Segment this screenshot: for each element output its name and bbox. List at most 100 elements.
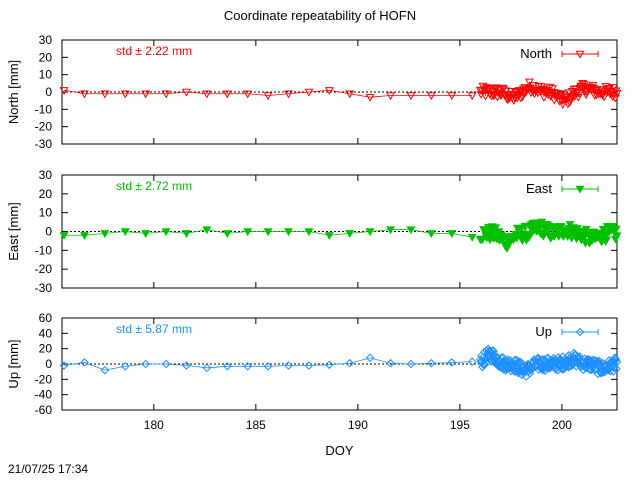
- y-tick-label: -20: [35, 372, 53, 386]
- data-point-up: [611, 355, 621, 365]
- y-tick-label: 10: [39, 68, 53, 82]
- data-point-north: [120, 90, 130, 99]
- data-point-north: [79, 90, 89, 99]
- y-tick-label: -30: [35, 281, 53, 295]
- data-point-north: [545, 83, 555, 92]
- data-point-north: [529, 81, 539, 90]
- data-point-north: [202, 90, 212, 99]
- data-point-up: [120, 361, 130, 371]
- data-point-north: [480, 92, 490, 101]
- data-point-east: [120, 228, 130, 237]
- data-point-up: [594, 356, 604, 366]
- data-point-east: [501, 233, 511, 242]
- data-point-up: [581, 363, 591, 373]
- data-point-up: [505, 363, 515, 373]
- data-point-north: [263, 92, 273, 101]
- timestamp: 21/07/25 17:34: [8, 462, 89, 476]
- y-tick-label: -40: [35, 388, 53, 402]
- data-point-north: [589, 85, 599, 93]
- y-tick-label: -20: [35, 262, 53, 276]
- data-point-north: [492, 84, 502, 93]
- data-point-east: [386, 226, 395, 235]
- data-point-north: [539, 94, 549, 102]
- data-point-east: [602, 236, 611, 245]
- data-point-north: [517, 93, 527, 102]
- y-tick-label: -30: [35, 137, 53, 151]
- y-tick-label: 0: [45, 357, 52, 371]
- data-point-up: [100, 365, 110, 375]
- data-point-east: [447, 230, 457, 238]
- data-point-up: [284, 361, 293, 370]
- data-point-up: [567, 357, 576, 366]
- data-point-east: [243, 228, 253, 237]
- data-point-north: [406, 92, 416, 101]
- y-axis-label-east: East [mm]: [6, 202, 21, 261]
- legend-marker-up: [575, 327, 585, 337]
- data-point-north: [607, 89, 617, 97]
- data-point-east: [141, 230, 151, 238]
- x-tick-label: 195: [450, 418, 470, 432]
- y-tick-label: -60: [35, 403, 53, 417]
- data-point-north: [578, 80, 588, 88]
- data-point-north: [447, 92, 457, 101]
- data-point-north: [100, 90, 110, 99]
- data-point-east: [324, 232, 334, 240]
- y-tick-label: -10: [35, 102, 53, 116]
- data-point-north: [499, 85, 508, 94]
- legend-label-up: Up: [535, 324, 552, 339]
- data-point-north: [467, 92, 477, 101]
- data-point-east: [611, 225, 621, 234]
- y-tick-label: 30: [39, 168, 53, 182]
- data-point-up: [202, 363, 212, 373]
- data-point-up: [406, 359, 416, 369]
- data-point-north: [489, 92, 499, 101]
- data-point-up: [489, 346, 498, 356]
- data-point-north: [563, 100, 573, 109]
- data-point-north: [141, 90, 151, 99]
- data-point-up: [222, 361, 232, 371]
- legend-label-north: North: [520, 46, 552, 61]
- data-point-north: [284, 90, 293, 99]
- data-point-east: [202, 226, 212, 235]
- x-tick-label: 190: [348, 418, 368, 432]
- data-point-up: [304, 361, 314, 370]
- series-line-up: [63, 357, 473, 371]
- data-point-east: [525, 231, 535, 240]
- data-point-up: [546, 356, 556, 366]
- data-point-up: [608, 367, 618, 376]
- y-tick-label: 20: [39, 50, 53, 64]
- y-tick-label: 40: [39, 326, 53, 340]
- y-tick-label: 60: [39, 311, 53, 325]
- y-tick-label: 0: [45, 225, 52, 239]
- y-tick-label: -10: [35, 243, 53, 257]
- data-point-up: [515, 357, 524, 367]
- data-point-north: [161, 90, 171, 99]
- data-point-north: [610, 94, 620, 103]
- data-point-up: [263, 361, 273, 371]
- data-point-north: [324, 87, 334, 95]
- data-point-east: [263, 228, 273, 237]
- data-point-up: [554, 359, 564, 368]
- y-tick-label: 10: [39, 206, 53, 220]
- data-point-east: [491, 224, 501, 233]
- data-point-north: [548, 85, 557, 93]
- data-point-east: [426, 230, 436, 238]
- data-point-east: [284, 228, 293, 237]
- y-axis-label-north: North [mm]: [6, 60, 21, 124]
- data-point-east: [406, 226, 416, 235]
- data-point-north: [494, 86, 504, 95]
- data-point-north: [345, 90, 355, 99]
- data-point-east: [467, 233, 477, 242]
- data-point-up: [604, 365, 613, 375]
- y-tick-label: 20: [39, 187, 53, 201]
- data-point-north: [526, 89, 536, 98]
- y-tick-label: 30: [39, 33, 53, 47]
- y-tick-label: 0: [45, 85, 52, 99]
- data-point-north: [516, 94, 526, 103]
- data-point-north: [386, 92, 395, 101]
- data-point-up: [467, 357, 477, 367]
- data-point-up: [386, 358, 395, 368]
- data-point-up: [487, 357, 497, 366]
- data-point-up: [479, 359, 489, 369]
- data-point-up: [447, 358, 457, 367]
